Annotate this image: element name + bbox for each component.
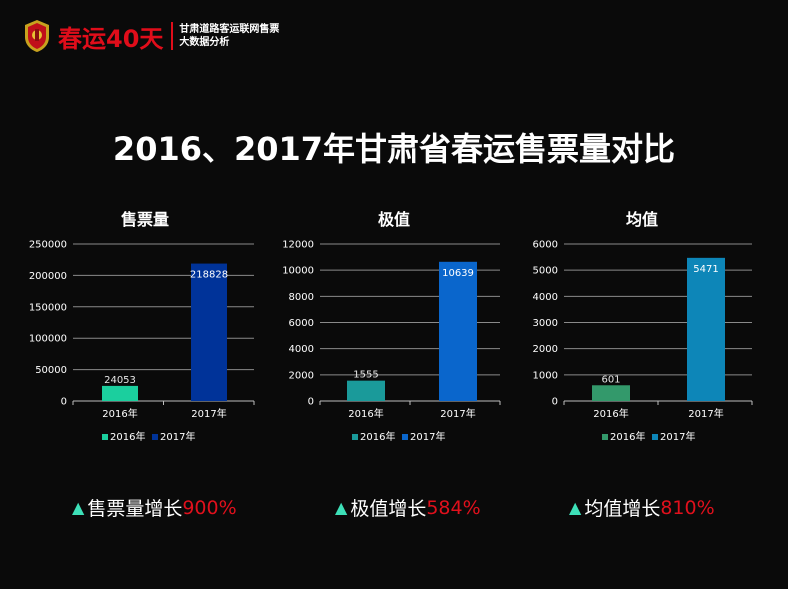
chart-title-ticket-volume: 售票量 — [120, 210, 169, 229]
y-tick-label: 8000 — [289, 292, 314, 303]
bar-2016年 — [102, 385, 138, 401]
legend-label: 2016年 — [360, 430, 395, 443]
y-tick-label: 6000 — [289, 318, 314, 329]
legend-swatch — [402, 434, 408, 440]
data-label: 1555 — [353, 370, 378, 381]
growth-label: 均值增长 — [584, 498, 661, 520]
y-tick-label: 2000 — [289, 370, 314, 381]
legend-label: 2017年 — [160, 430, 195, 443]
y-tick-label: 12000 — [282, 240, 314, 251]
legend-swatch — [152, 434, 158, 440]
y-tick-label: 50000 — [35, 365, 67, 376]
up-triangle-icon: ▲ — [72, 498, 85, 517]
up-triangle-icon: ▲ — [569, 498, 582, 517]
y-tick-label: 4000 — [289, 344, 314, 355]
x-tick-label: 2016年 — [593, 407, 628, 420]
growth-value: 810% — [660, 496, 715, 519]
y-tick-label: 1000 — [533, 370, 558, 381]
legend-label: 2016年 — [110, 430, 145, 443]
railway-emblem-icon — [25, 20, 49, 52]
legend-swatch — [102, 434, 108, 440]
y-tick-label: 250000 — [29, 240, 67, 251]
up-triangle-icon: ▲ — [335, 498, 348, 517]
chart-title-peak: 极值 — [377, 210, 410, 229]
page-title: 2016、2017年甘肃省春运售票量对比 — [112, 130, 676, 168]
header-subtitle-line2: 大数据分析 — [179, 37, 230, 48]
data-label: 218828 — [190, 270, 228, 281]
y-tick-label: 5000 — [533, 266, 558, 277]
chart-title-average: 均值 — [625, 210, 658, 229]
y-tick-label: 2000 — [533, 344, 558, 355]
bar-2016年 — [592, 385, 630, 401]
y-tick-label: 10000 — [282, 266, 314, 277]
growth-ticket-volume: ▲ 售票量增长 900% — [72, 494, 237, 521]
legend-label: 2017年 — [410, 430, 445, 443]
growth-average: ▲ 均值增长 810% — [569, 494, 715, 521]
data-label: 10639 — [442, 268, 474, 279]
bar-2017年 — [191, 263, 227, 401]
header-subtitle-line1: 甘肃道路客运联网售票 — [179, 24, 280, 35]
y-tick-label: 4000 — [533, 292, 558, 303]
bar-2016年 — [347, 380, 385, 401]
y-tick-label: 150000 — [29, 302, 67, 313]
legend-swatch — [352, 434, 358, 440]
bar-2017年 — [439, 261, 477, 401]
x-tick-label: 2016年 — [102, 407, 137, 420]
legend-label: 2017年 — [660, 430, 695, 443]
x-tick-label: 2017年 — [191, 407, 226, 420]
legend-swatch — [602, 434, 608, 440]
growth-peak: ▲ 极值增长 584% — [335, 494, 481, 521]
growth-value: 584% — [426, 496, 481, 519]
y-tick-label: 0 — [61, 397, 67, 408]
data-label: 601 — [601, 374, 620, 385]
x-tick-label: 2016年 — [348, 407, 383, 420]
legend-label: 2016年 — [610, 430, 645, 443]
y-tick-label: 3000 — [533, 318, 558, 329]
data-label: 5471 — [693, 264, 718, 275]
y-tick-label: 0 — [308, 397, 314, 408]
x-tick-label: 2017年 — [688, 407, 723, 420]
y-tick-label: 0 — [552, 397, 558, 408]
header-subtitle: 甘肃道路客运联网售票 大数据分析 — [179, 23, 279, 49]
bar-2017年 — [687, 257, 725, 401]
y-tick-label: 100000 — [29, 334, 67, 345]
y-tick-label: 6000 — [533, 240, 558, 251]
header-divider — [171, 22, 174, 50]
growth-label: 售票量增长 — [87, 498, 183, 520]
x-tick-label: 2017年 — [440, 407, 475, 420]
data-label: 24053 — [104, 375, 136, 386]
y-tick-label: 200000 — [29, 271, 67, 282]
legend-swatch — [652, 434, 658, 440]
growth-value: 900% — [182, 496, 237, 519]
header: 春运40天 甘肃道路客运联网售票 大数据分析 — [22, 16, 279, 56]
growth-label: 极值增长 — [350, 498, 427, 520]
brand-title: 春运40天 — [58, 24, 164, 53]
